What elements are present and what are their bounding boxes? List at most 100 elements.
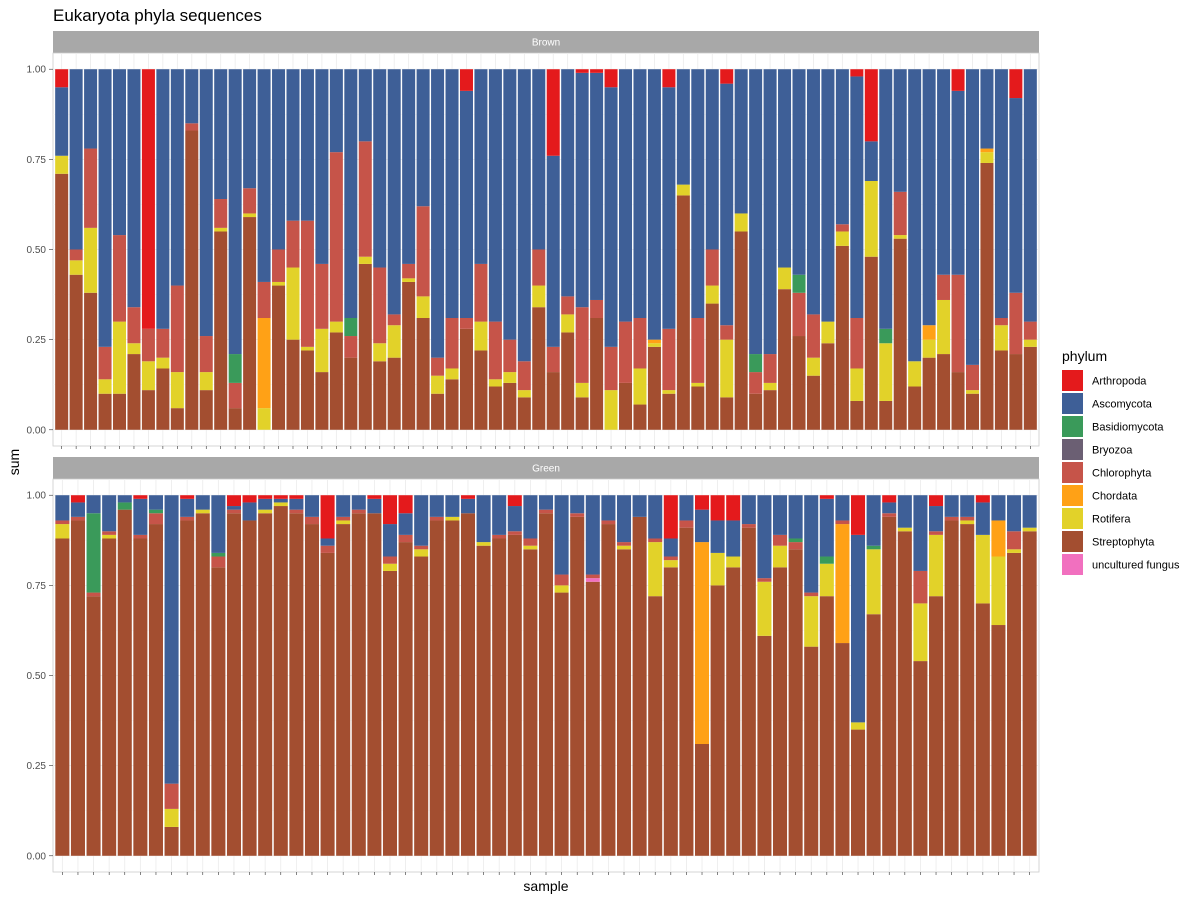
bar-segment [821, 343, 835, 430]
bar-segment [792, 274, 806, 293]
facets: Brown 0.00 0.25 0.50 0.75 1.00 Green 0.00 0.25 0.… [27, 31, 1040, 875]
bar-segment [517, 397, 531, 430]
bar-segment [908, 361, 922, 387]
bar-segment [929, 531, 944, 535]
legend-title: phylum [1062, 348, 1107, 364]
bar-segment [929, 495, 944, 507]
bar-segment [257, 69, 271, 282]
bar-segment [575, 382, 589, 398]
bar-segment [632, 495, 647, 517]
bar-segment [908, 386, 922, 430]
bar-segment [532, 69, 546, 250]
bar-segment [772, 534, 788, 546]
bar-segment [538, 509, 554, 514]
bar-segment [242, 520, 257, 856]
bar-segment [679, 520, 694, 528]
bar-segment [431, 375, 445, 394]
bar-segment [980, 162, 994, 430]
bar-segment [991, 556, 1006, 626]
bar-segment [503, 339, 517, 373]
bar-segment [819, 495, 834, 499]
bar-segment [691, 382, 705, 387]
bar-segment [320, 552, 335, 856]
y-tick-label: 0.75 [27, 155, 47, 166]
bar-segment [523, 549, 538, 856]
bar-segment [897, 495, 912, 528]
bar-segment [86, 513, 101, 593]
bar-segment [70, 520, 85, 856]
bar-segment [459, 328, 473, 430]
bar-segment [185, 130, 199, 430]
bar-segment [273, 506, 288, 856]
bar-segment [523, 538, 538, 546]
y-tick-label: 1.00 [27, 491, 47, 502]
bar-segment [757, 635, 772, 856]
bar-segment [517, 361, 531, 391]
bar-segment [806, 357, 820, 376]
bar-segment [619, 382, 633, 430]
bar-segment [772, 567, 788, 856]
bar-segment [882, 502, 897, 514]
bar-segment [749, 69, 763, 355]
bar-segment [382, 556, 398, 564]
bar-segment [792, 292, 806, 337]
legend-swatch [1062, 462, 1083, 483]
bar-segment [850, 400, 864, 430]
bar-segment [156, 357, 170, 369]
bar-segment [788, 495, 803, 539]
bar-segment [633, 69, 647, 319]
bar-segment [570, 495, 585, 514]
bar-segment [648, 596, 663, 856]
bar-segment [804, 596, 819, 647]
bar-segment [720, 325, 734, 340]
bar-segment [185, 123, 199, 131]
bar-segment [492, 495, 507, 535]
bar-segment [561, 332, 575, 430]
bar-segment [835, 224, 849, 232]
legend-label: Chordata [1092, 491, 1138, 503]
bar-segment [289, 495, 304, 499]
bar-segment [772, 495, 788, 535]
bar-segment [633, 318, 647, 369]
bar-segment [156, 368, 170, 430]
bar-segment [344, 318, 358, 337]
bar-segment [257, 318, 271, 409]
bar-segment [336, 524, 351, 856]
bar-segment [86, 495, 101, 514]
bar-segment [908, 69, 922, 362]
bar-segment [258, 513, 273, 856]
bar-segment [286, 69, 300, 221]
bar-segment [648, 542, 663, 597]
bar-segment [164, 495, 179, 784]
bar-segment [741, 527, 756, 856]
bar-segment [289, 509, 304, 514]
bar-segment [523, 545, 538, 550]
bar-segment [243, 188, 257, 214]
y-tick-label: 1.00 [27, 65, 47, 76]
bar-segment [720, 397, 734, 430]
bar-segment [991, 625, 1006, 856]
bar-segment [720, 83, 734, 326]
bar-segment [937, 354, 951, 430]
bar-segment [398, 542, 413, 856]
y-axis-title: sum [6, 449, 22, 475]
bar-segment [211, 495, 226, 553]
bar-segment [320, 495, 335, 539]
bar-segment [214, 69, 228, 200]
bars [55, 69, 1037, 430]
bar-segment [273, 498, 288, 503]
bar-segment [258, 509, 273, 514]
bar-segment [84, 148, 98, 228]
bar-segment [913, 570, 928, 604]
bar-segment [850, 318, 864, 369]
bar-segment [431, 357, 445, 376]
bar-segment [69, 260, 83, 275]
bar-segment [726, 567, 741, 856]
facet-panel: Green 0.00 0.25 0.50 0.75 1.00 [27, 457, 1040, 875]
bar-segment [616, 545, 632, 550]
bar-segment [879, 328, 893, 344]
bar-segment [705, 285, 719, 304]
bar-segment [897, 531, 912, 856]
bar-segment [336, 520, 351, 525]
